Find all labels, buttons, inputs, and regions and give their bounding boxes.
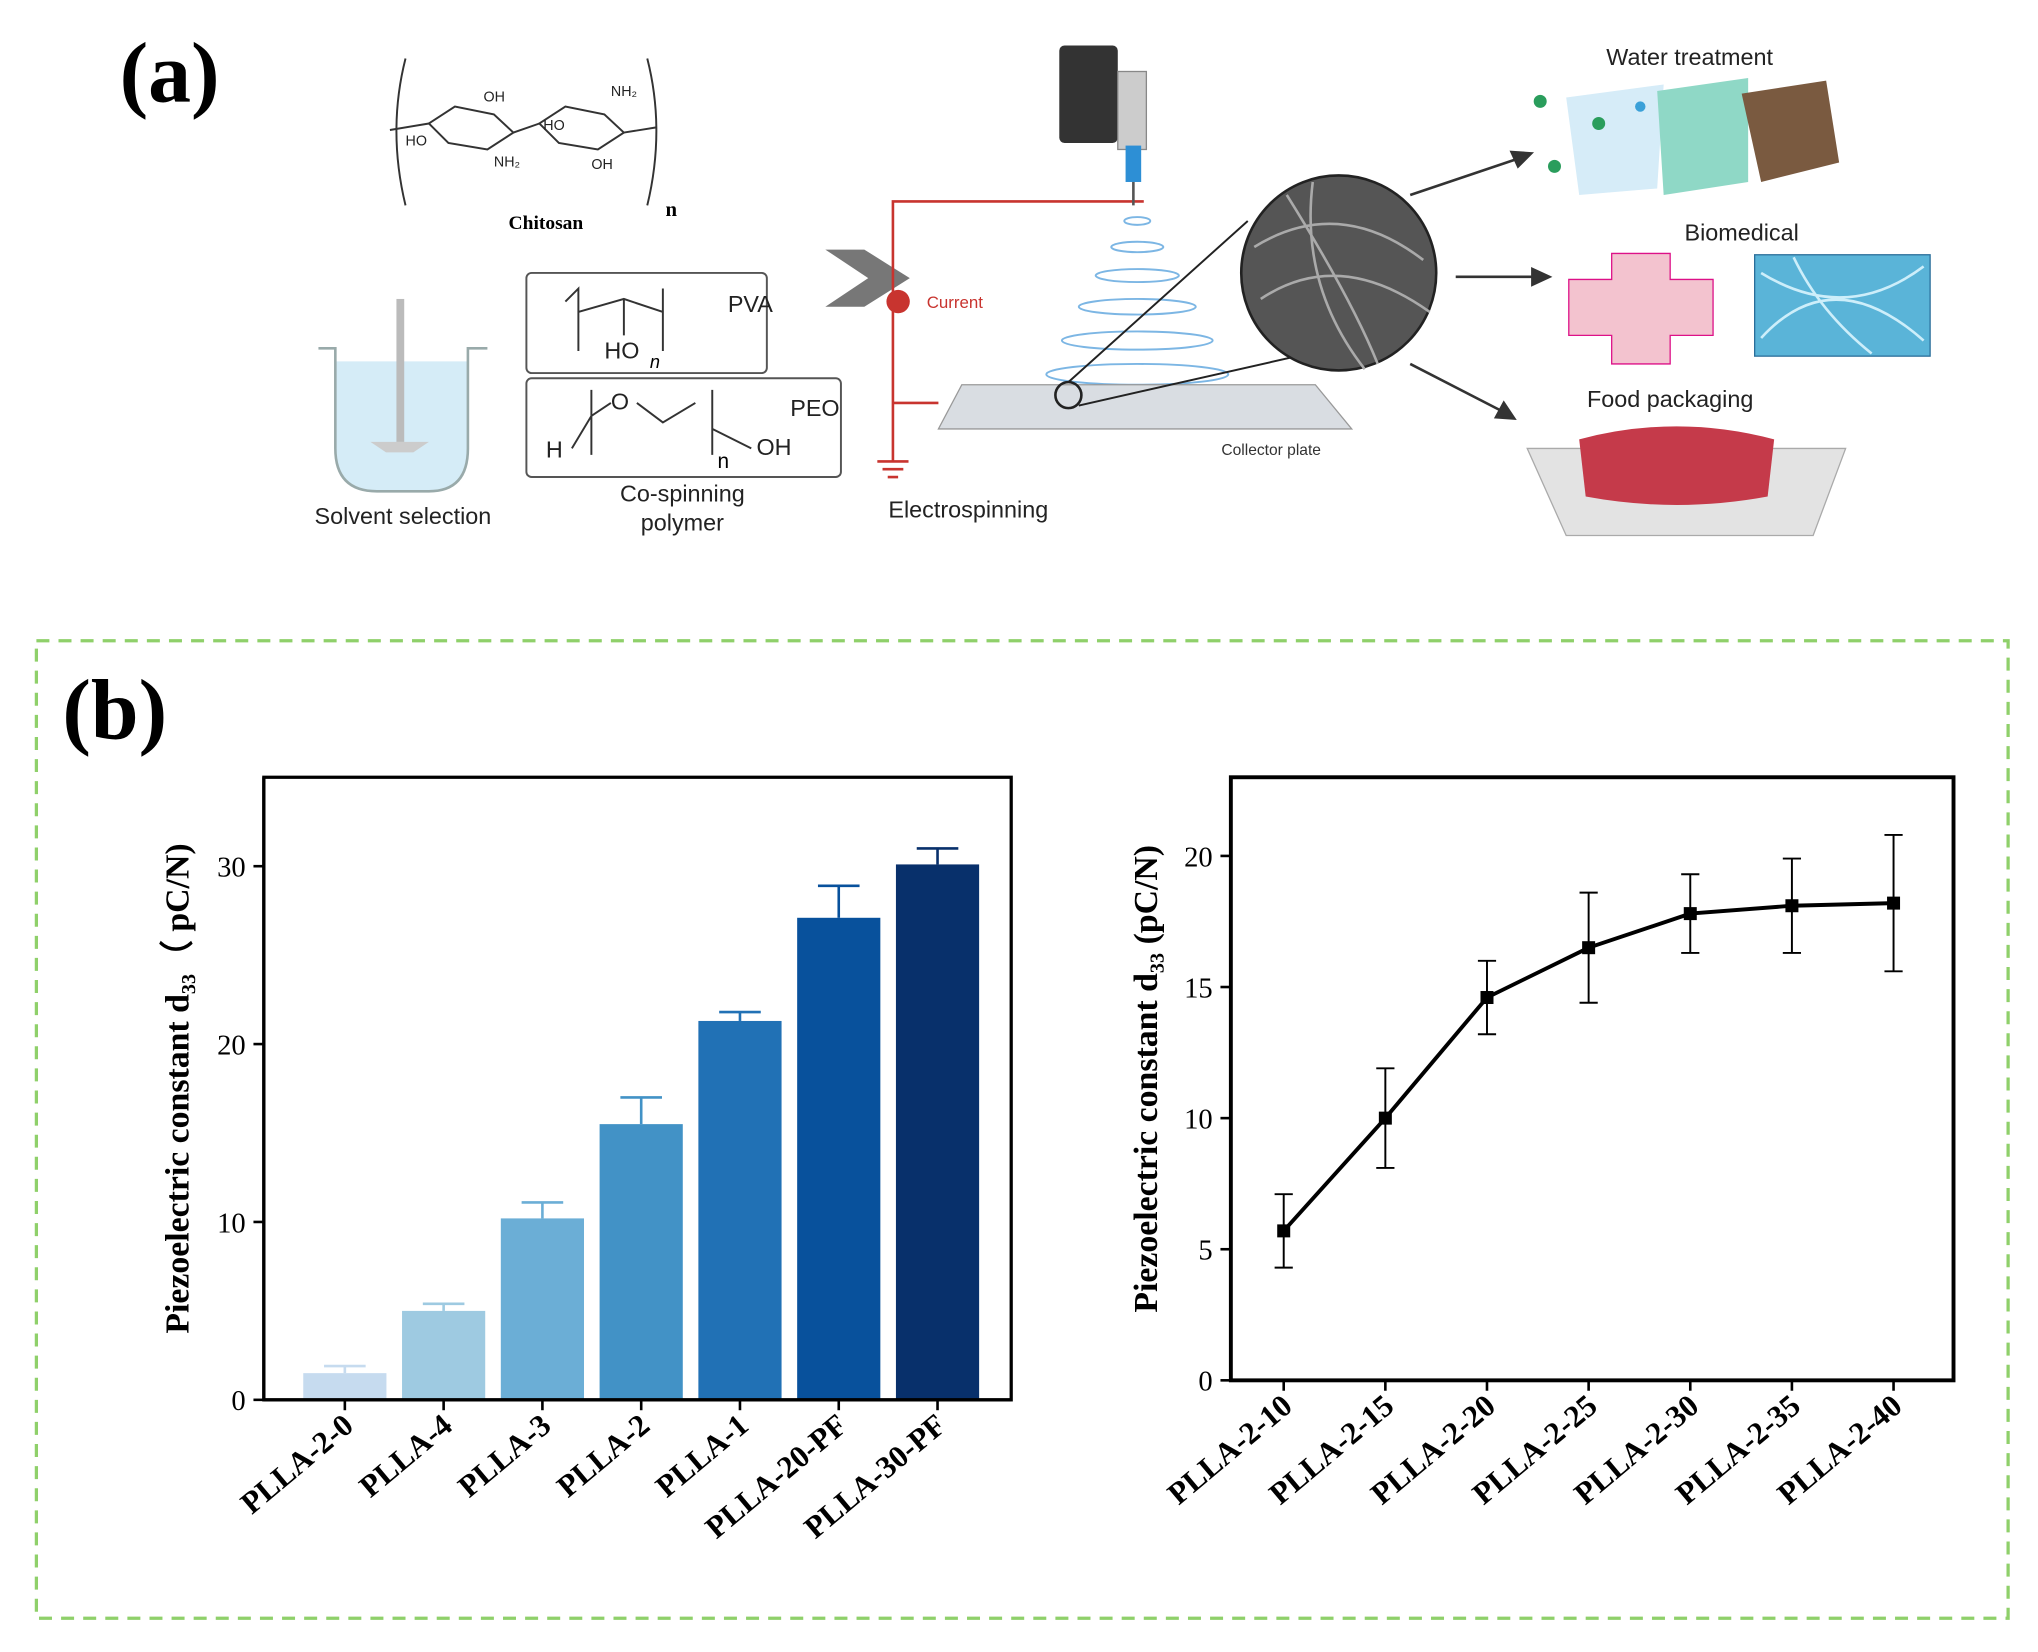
pva-structure xyxy=(564,286,664,351)
fiber-mesh xyxy=(1754,254,1931,357)
chem-label: HO xyxy=(543,118,564,134)
current-icon xyxy=(886,289,910,314)
chitosan-structure xyxy=(389,58,658,206)
caption: polymer xyxy=(641,509,724,535)
chem-label: HO xyxy=(604,338,639,364)
chem-label: OH xyxy=(484,89,505,105)
x-tick-label: PLLA-2-0 xyxy=(234,1407,360,1521)
y-tick-label: 30 xyxy=(217,853,246,884)
beaker xyxy=(318,298,488,493)
caption: Collector plate xyxy=(1221,442,1321,459)
chem-label: O xyxy=(611,388,629,414)
y-axis-label: Piezoelectric constant d₃₃（ pC/N) xyxy=(158,843,196,1333)
chem-label: n xyxy=(665,198,677,221)
panel-frame xyxy=(34,639,2010,1620)
point xyxy=(1887,896,1901,910)
caption: Electrospinning xyxy=(888,496,1048,522)
x-tick-label: PLLA-3 xyxy=(451,1407,557,1504)
caption: Food packaging xyxy=(1587,386,1753,412)
chem-label: OH xyxy=(591,157,612,173)
caption: Current xyxy=(927,293,984,312)
polymer-box xyxy=(525,271,768,375)
y-tick-label: 20 xyxy=(1184,842,1213,873)
y-tick-label: 20 xyxy=(217,1030,246,1061)
zoom-spot xyxy=(1054,380,1083,410)
y-axis-label: Piezoelectric constant d₃₃ (pC/N) xyxy=(1128,845,1165,1313)
chem-name: Chitosan xyxy=(509,213,584,234)
plot-frame xyxy=(262,775,1013,1402)
panel-label: (b) xyxy=(62,662,167,757)
bar xyxy=(895,864,980,1400)
y-tick-label: 15 xyxy=(1184,973,1213,1004)
chem-label: n xyxy=(717,450,729,473)
point xyxy=(1582,941,1596,955)
chem-label: OH xyxy=(756,434,791,460)
plot-frame xyxy=(1228,775,1956,1383)
jet-spiral xyxy=(1045,216,1230,386)
caption: Biomedical xyxy=(1684,219,1798,245)
collector-plate xyxy=(937,384,1354,430)
peo-structure xyxy=(571,389,752,455)
chem-name: PEO xyxy=(790,395,839,421)
y-tick-label: 5 xyxy=(1198,1236,1212,1267)
caption: Water treatment xyxy=(1606,44,1773,70)
circuit xyxy=(877,200,1144,479)
bar xyxy=(402,1310,486,1400)
caption: Co-spinning xyxy=(620,481,745,507)
meat xyxy=(1579,426,1775,505)
arrow xyxy=(1409,150,1553,421)
point xyxy=(1683,907,1697,921)
point xyxy=(1277,1224,1291,1238)
bar xyxy=(303,1373,387,1400)
chem-label: H xyxy=(546,437,563,463)
chem-label: HO xyxy=(406,134,427,150)
fiber-texture xyxy=(1253,181,1431,370)
y-tick-label: 0 xyxy=(1198,1367,1212,1398)
fiber-image xyxy=(1239,174,1438,372)
bar xyxy=(500,1218,585,1400)
x-tick-label: PLLA-4 xyxy=(352,1407,458,1504)
panel-label: (a) xyxy=(120,25,220,120)
polymer-box xyxy=(525,377,842,478)
y-tick-label: 10 xyxy=(217,1208,246,1239)
chem-label: NH₂ xyxy=(494,154,520,170)
y-tick-label: 0 xyxy=(231,1386,245,1417)
y-tick-label: 10 xyxy=(1184,1105,1213,1136)
point xyxy=(1378,1111,1392,1125)
bar xyxy=(797,917,881,1400)
bar xyxy=(698,1020,782,1400)
mesh-texture xyxy=(1760,256,1925,355)
water-filter xyxy=(1533,77,1840,195)
point xyxy=(1785,899,1799,913)
point xyxy=(1480,991,1494,1005)
bar xyxy=(599,1124,683,1400)
patch xyxy=(1568,252,1714,365)
x-tick-label: PLLA-2 xyxy=(550,1407,656,1504)
chem-label: NH₂ xyxy=(611,84,637,100)
syringe xyxy=(1059,45,1148,206)
chem-name: PVA xyxy=(728,291,773,317)
chem-label: n xyxy=(650,352,660,372)
caption: Solvent selection xyxy=(315,503,492,529)
